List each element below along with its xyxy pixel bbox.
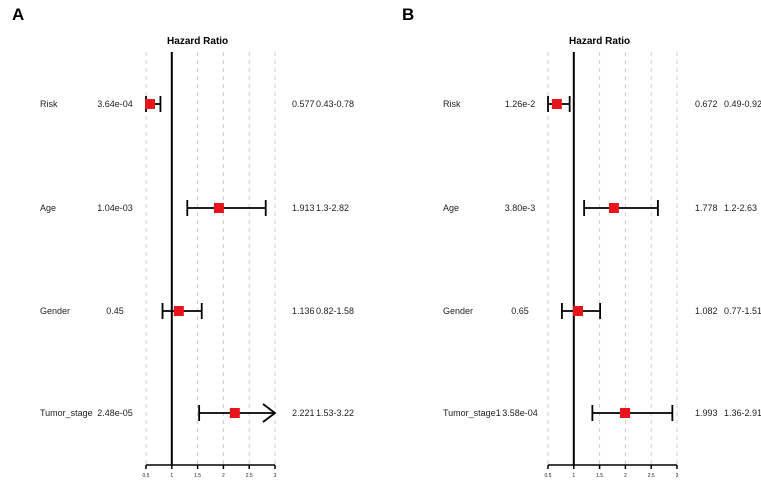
hr-label: 2.221 (292, 408, 315, 418)
x-tick-label: 1 (170, 473, 173, 479)
ci-label: 1.2-2.63 (724, 203, 757, 213)
pvalue-label: 1.04e-03 (97, 203, 133, 213)
ci-upper-arrow (262, 403, 277, 423)
hr-point-box (229, 408, 240, 418)
hr-point-box (173, 306, 184, 316)
hr-point-box (551, 99, 562, 109)
pvalue-label: 0.45 (106, 306, 124, 316)
forest-row: Risk 3.64e-04 0.577 0.43-0.78 (40, 96, 354, 112)
ci-label: 1.36-2.91 (724, 408, 761, 418)
forest-panel-a: A Hazard Ratio 0.5 1 1.5 2 2.5 3 Risk 3.64e-04 0.5… (12, 5, 354, 479)
x-tick-label: 1 (572, 473, 575, 479)
variable-label: Tumor_stage1 (443, 408, 501, 418)
forest-panel-b: B Hazard Ratio 0.5 1 1.5 2 2.5 3 Risk 1.26e-2 0.67… (402, 5, 761, 479)
hr-label: 0.672 (695, 99, 718, 109)
ci-label: 0.43-0.78 (316, 99, 354, 109)
hr-point-box (620, 408, 631, 418)
forest-row: Tumor_stage 2.48e-05 2.221 1.53-3.22 (40, 403, 354, 423)
chart-title: Hazard Ratio (569, 36, 630, 47)
chart-title: Hazard Ratio (167, 36, 228, 47)
hr-label: 0.577 (292, 99, 315, 109)
hr-label: 1.082 (695, 306, 718, 316)
forest-row: Age 3.80e-3 1.778 1.2-2.63 (443, 200, 757, 216)
variable-label: Risk (443, 99, 461, 109)
forest-row: Risk 1.26e-2 0.672 0.49-0.92 (443, 96, 761, 112)
hr-point-box (144, 99, 155, 109)
x-tick-label: 2 (624, 473, 627, 479)
pvalue-label: 2.48e-05 (97, 408, 133, 418)
forest-row: Age 1.04e-03 1.913 1.3-2.82 (40, 200, 349, 216)
pvalue-label: 3.80e-3 (505, 203, 536, 213)
pvalue-label: 1.26e-2 (505, 99, 536, 109)
ci-label: 1.53-3.22 (316, 408, 354, 418)
pvalue-label: 0.65 (511, 306, 529, 316)
ci-label: 0.77-1.51 (724, 306, 761, 316)
x-tick-label: 3 (676, 473, 679, 479)
x-tick-label: 1.5 (194, 473, 201, 479)
variable-label: Tumor_stage (40, 408, 93, 418)
variable-label: Risk (40, 99, 58, 109)
forest-row: Tumor_stage1 3.58e-04 1.993 1.36-2.91 (443, 405, 761, 421)
pvalue-label: 3.64e-04 (97, 99, 133, 109)
hr-label: 1.778 (695, 203, 718, 213)
x-tick-label: 0.5 (143, 473, 150, 479)
variable-label: Age (443, 203, 459, 213)
ci-label: 1.3-2.82 (316, 203, 349, 213)
hr-label: 1.136 (292, 306, 315, 316)
panel-label: B (402, 5, 414, 24)
hr-point-box (573, 306, 584, 316)
forest-row: Gender 0.45 1.136 0.82-1.58 (40, 303, 354, 319)
variable-label: Gender (40, 306, 70, 316)
hr-label: 1.913 (292, 203, 315, 213)
panel-label: A (12, 5, 24, 24)
ci-label: 0.49-0.92 (724, 99, 761, 109)
hr-point-box (608, 203, 619, 213)
x-tick-label: 2.5 (246, 473, 253, 479)
x-tick-label: 1.5 (596, 473, 603, 479)
variable-label: Age (40, 203, 56, 213)
x-tick-label: 2 (222, 473, 225, 479)
x-tick-label: 0.5 (545, 473, 552, 479)
ci-label: 0.82-1.58 (316, 306, 354, 316)
hr-point-box (213, 203, 224, 213)
pvalue-label: 3.58e-04 (502, 408, 538, 418)
variable-label: Gender (443, 306, 473, 316)
hr-label: 1.993 (695, 408, 718, 418)
forest-row: Gender 0.65 1.082 0.77-1.51 (443, 303, 761, 319)
x-tick-label: 3 (274, 473, 277, 479)
x-tick-label: 2.5 (648, 473, 655, 479)
